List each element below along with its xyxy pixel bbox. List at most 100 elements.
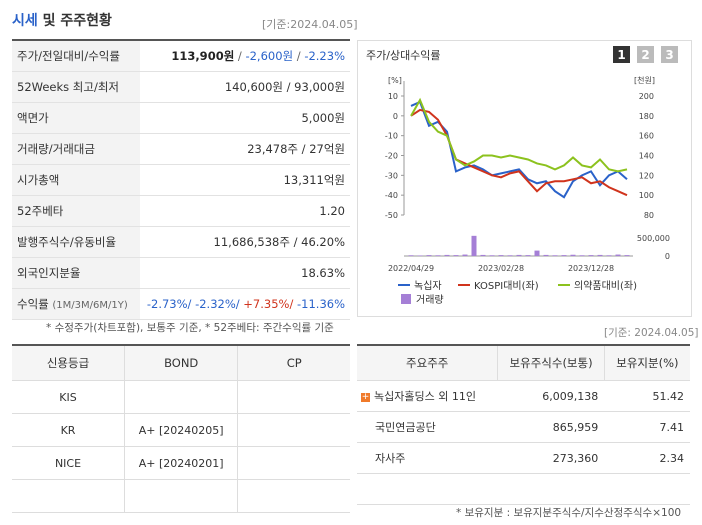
value-cell: 18.63%	[140, 257, 350, 289]
cell	[237, 446, 350, 480]
value: 140,600원 / 93,000원	[224, 80, 345, 94]
tab-label: 1	[617, 48, 625, 62]
label-cell: 발행주식수/유동비율	[12, 226, 140, 258]
series-line	[410, 97, 628, 173]
row: 52Weeks 최고/최저 140,600원 / 93,000원	[12, 71, 350, 103]
header-cell: BOND	[123, 345, 239, 381]
row: 외국인지분율 18.63%	[12, 257, 350, 289]
cell	[237, 413, 350, 447]
cell	[237, 479, 350, 513]
series-line	[410, 108, 628, 197]
cell: 273,360	[497, 442, 605, 474]
value: -2.73%/	[146, 297, 196, 311]
row: 수익률 (1M/3M/6M/1Y) -2.73%/ -2.32%/ +7.35%/…	[12, 288, 350, 320]
quote-table: 주가/전일대비/수익률 113,900원 / -2,600원 / -2.23% 52…	[12, 39, 350, 320]
y2-tick-label: 80	[644, 211, 654, 220]
x-tick-label: 2023/12/28	[568, 264, 614, 273]
row: KIS	[12, 380, 350, 414]
label: 액면가	[17, 111, 49, 125]
y2-tick-label: 160	[639, 132, 654, 141]
volume-bar	[570, 254, 576, 256]
volume-bar	[534, 250, 540, 256]
value: 11,686,538주 / 46.20%	[213, 235, 345, 249]
volume-bar	[543, 254, 549, 256]
header-cell: 보유주식수(보통)	[497, 345, 605, 381]
volume-bar	[507, 255, 513, 256]
label-cell: 외국인지분율	[12, 257, 140, 289]
value-cell: 113,900원 / -2,600원 / -2.23%	[140, 40, 350, 72]
label-cell: 주가/전일대비/수익률	[12, 40, 140, 72]
row: NICE A+ [20240201]	[12, 446, 350, 480]
volume-bar	[498, 255, 504, 256]
row: + 녹십자홀딩스 외 11인 6,009,138 51.42	[357, 380, 690, 412]
row: 주가/전일대비/수익률 113,900원 / -2,600원 / -2.23%	[12, 40, 350, 72]
legend-swatch	[401, 294, 411, 304]
row	[12, 479, 350, 513]
value: /	[234, 49, 246, 63]
x-tick-label: 2022/04/29	[388, 264, 434, 273]
date: [기준: 2024.04.05]	[604, 327, 699, 339]
value-cell: 23,478주 / 27억원	[140, 133, 350, 165]
volume-bar	[615, 254, 621, 256]
value: /	[293, 49, 305, 63]
value: 18.63%	[301, 266, 345, 280]
volume-bar	[561, 255, 567, 256]
row: 52주베타 1.20	[12, 195, 350, 227]
cell	[123, 479, 239, 513]
label-cell: 52Weeks 최고/최저	[12, 71, 140, 103]
value: 5,000원	[301, 111, 345, 125]
label-cell: 액면가	[12, 102, 140, 134]
tab-label: 2	[641, 48, 649, 62]
plus-icon: +	[361, 391, 370, 402]
y2-tick-label: 140	[639, 152, 654, 161]
value-cell: 5,000원	[140, 102, 350, 134]
y-tick-label: -40	[385, 191, 398, 200]
label: 거래량/거래대금	[17, 142, 95, 156]
label-cell: 시가총액	[12, 164, 140, 196]
label-cell: 52주베타	[12, 195, 140, 227]
label: 발행주식수/유동비율	[17, 235, 117, 249]
holder-table: 주요주주 보유주식수(보통) 보유지분(%) + 녹십자홀딩스 외 11인 6,009,1…	[357, 344, 690, 505]
label-cell: 거래량/거래대금	[12, 133, 140, 165]
volume-bar	[552, 255, 558, 256]
y-tick-label: -30	[385, 171, 398, 180]
cell: 자사주	[357, 442, 498, 474]
header-cell: 보유지분(%)	[603, 345, 690, 381]
date: [기준:2024.04.05]	[262, 18, 358, 31]
value: -11.36%	[297, 297, 345, 311]
cell	[123, 380, 239, 414]
volume-bar	[525, 255, 531, 256]
label-cell: 수익률 (1M/3M/6M/1Y)	[12, 288, 140, 320]
volume-bar	[471, 235, 477, 256]
y2-unit: [천원]	[634, 75, 655, 85]
volume-bar	[444, 254, 450, 256]
tab-button[interactable]	[661, 46, 678, 63]
volume-tick-label: 500,000	[637, 234, 670, 243]
cell: A+ [20240201]	[123, 446, 239, 480]
volume-bar	[597, 254, 603, 256]
tab-button[interactable]	[637, 46, 654, 63]
cell	[604, 473, 690, 505]
volume-bar	[435, 255, 441, 256]
volume-bar	[417, 255, 423, 256]
tab-label: 3	[665, 48, 673, 62]
header-cell: CP	[237, 345, 350, 381]
legend-label: 거래량	[416, 294, 444, 306]
volume-bar	[480, 254, 486, 256]
value: 13,311억원	[283, 173, 345, 187]
value: -2,600원	[245, 49, 294, 63]
volume-bar	[453, 255, 459, 256]
row: 국민연금공단 865,959 7.41	[357, 411, 690, 443]
cell	[237, 380, 350, 414]
volume-bar	[588, 255, 594, 256]
cell: + 녹십자홀딩스 외 11인	[357, 380, 498, 412]
volume-bar	[606, 255, 612, 256]
title-strong: 시세	[12, 13, 38, 29]
value-cell: 140,600원 / 93,000원	[140, 71, 350, 103]
cell: 51.42	[604, 380, 690, 412]
row	[357, 473, 690, 505]
tab-button[interactable]	[613, 46, 630, 63]
value: +7.35%/	[243, 297, 297, 311]
volume-bar	[579, 255, 585, 256]
